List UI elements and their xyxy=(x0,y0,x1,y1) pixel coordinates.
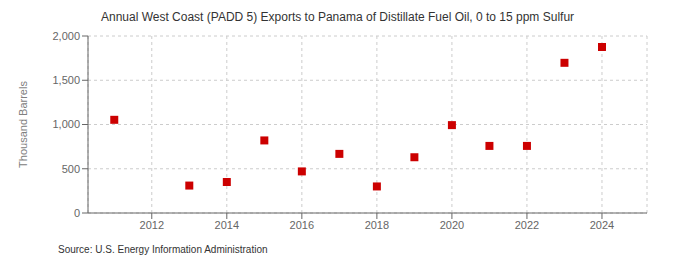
svg-text:Thousand Barrels: Thousand Barrels xyxy=(17,81,29,168)
html-text:Source: U.S. Energy Informatio: Source: U.S. Energy Information Administ… xyxy=(58,244,268,255)
svg-text:1,000: 1,000 xyxy=(52,118,80,130)
svg-text:500: 500 xyxy=(62,163,80,175)
svg-text:2018: 2018 xyxy=(365,219,389,231)
svg-text:2014: 2014 xyxy=(215,219,239,231)
svg-text:2,000: 2,000 xyxy=(52,30,80,42)
svg-text:0: 0 xyxy=(74,207,80,219)
html-text:Annual West Coast (PADD 5) Exp: Annual West Coast (PADD 5) Exports to Pa… xyxy=(101,10,574,24)
svg-text:2016: 2016 xyxy=(290,219,314,231)
svg-text:2022: 2022 xyxy=(515,219,539,231)
svg-text:2024: 2024 xyxy=(590,219,614,231)
svg-text:2012: 2012 xyxy=(140,219,164,231)
svg-text:1,500: 1,500 xyxy=(52,74,80,86)
svg-text:2020: 2020 xyxy=(440,219,464,231)
